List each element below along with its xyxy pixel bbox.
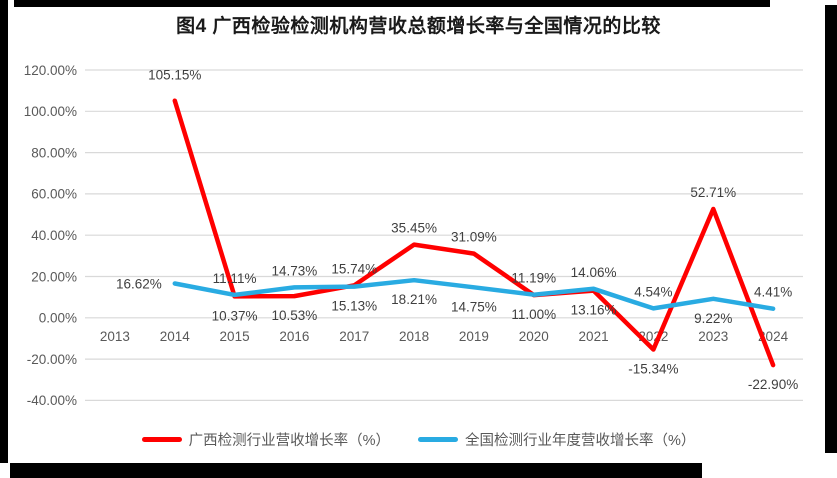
national-series-swatch	[418, 437, 458, 442]
data-label: 14.06%	[571, 265, 617, 280]
data-label: 31.09%	[451, 230, 497, 245]
data-label: -22.90%	[748, 377, 798, 392]
data-label: 15.13%	[331, 299, 377, 314]
legend-label-guangxi: 广西检测行业营收增长率（%）	[188, 433, 390, 449]
data-label: 10.53%	[272, 308, 318, 323]
y-axis-tick-label: 120.00%	[24, 63, 77, 78]
frame-edge-bottom	[10, 463, 702, 478]
data-label: 18.21%	[391, 292, 437, 307]
y-axis-tick-label: 0.00%	[39, 311, 77, 326]
x-axis-tick-label: 2019	[459, 329, 489, 344]
data-label: 14.75%	[451, 299, 497, 314]
x-axis-tick-label: 2018	[399, 329, 429, 344]
y-axis-tick-label: 60.00%	[31, 187, 77, 202]
data-label: 35.45%	[391, 221, 437, 236]
y-axis-tick-label: 80.00%	[31, 145, 77, 160]
x-axis-tick-label: 2014	[160, 329, 191, 344]
chart-legend: 广西检测行业营收增长率（%） 全国检测行业年度营收增长率（%）	[0, 429, 837, 450]
y-axis-tick-label: -20.00%	[27, 352, 77, 367]
y-axis-tick-label: 20.00%	[31, 269, 77, 284]
x-axis-tick-label: 2023	[698, 329, 728, 344]
data-label: 14.73%	[272, 263, 318, 278]
x-axis-tick-label: 2013	[100, 329, 130, 344]
frame-edge-top	[14, 0, 770, 7]
data-label: 4.54%	[634, 284, 672, 299]
x-axis-tick-label: 2015	[220, 329, 250, 344]
chart-title: 图4 广西检验检测机构营收总额增长率与全国情况的比较	[176, 16, 661, 37]
x-axis-tick-label: 2020	[519, 329, 549, 344]
x-axis-tick-label: 2021	[579, 329, 609, 344]
data-label: -15.34%	[628, 361, 678, 376]
x-axis-tick-label: 2017	[339, 329, 369, 344]
frame-edge-left	[0, 0, 8, 463]
data-label: 11.00%	[511, 307, 556, 322]
data-label: 11.19%	[511, 271, 556, 286]
data-label: 4.41%	[754, 285, 792, 300]
data-label: 11.11%	[213, 271, 257, 286]
data-label: 13.16%	[571, 303, 617, 318]
data-label: 15.74%	[331, 261, 377, 276]
data-label: 105.15%	[148, 68, 201, 83]
y-axis-tick-label: 40.00%	[31, 228, 77, 243]
y-axis-tick-label: 100.00%	[24, 104, 77, 119]
guangxi-series-line	[172, 98, 776, 368]
data-label: 52.71%	[690, 185, 736, 200]
y-axis-tick-label: -40.00%	[27, 393, 77, 408]
data-label: 10.37%	[212, 308, 258, 323]
data-label: 9.22%	[694, 311, 732, 326]
x-axis-tick-label: 2016	[279, 329, 309, 344]
data-label: 16.62%	[116, 276, 162, 291]
legend-item-national: 全国检测行业年度营收增长率（%）	[418, 429, 695, 450]
legend-item-guangxi: 广西检测行业营收增长率（%）	[141, 429, 390, 450]
legend-label-national: 全国检测行业年度营收增长率（%）	[465, 433, 696, 449]
guangxi-series-swatch	[141, 437, 182, 442]
national-series-line	[172, 277, 776, 311]
frame-edge-right	[825, 5, 837, 453]
